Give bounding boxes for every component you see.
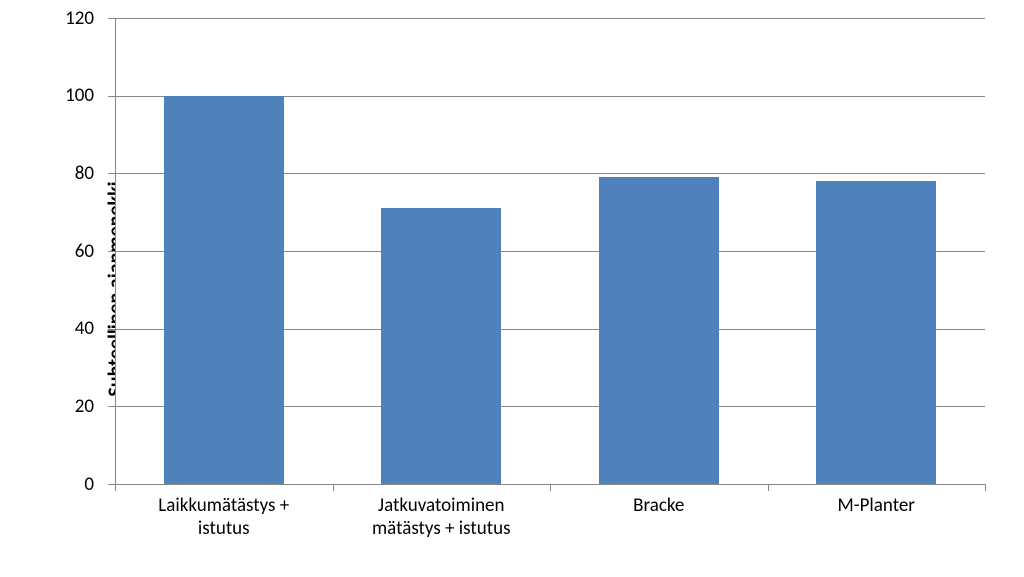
plot-area: 020406080100120Laikkumätästys +istutusJa… [115, 18, 985, 484]
y-tick-label: 40 [44, 317, 94, 340]
bar [164, 96, 284, 484]
bar [381, 208, 501, 484]
bar-chart: Suhteellinen ajanmenekki 020406080100120… [0, 0, 1024, 577]
x-tick-label-line2: mätästys + istutus [333, 517, 551, 540]
x-tick-label-line1: Jatkuvatoiminen [333, 494, 551, 517]
y-tick-label: 20 [44, 395, 94, 418]
bar [816, 181, 936, 484]
y-tick-label: 60 [44, 240, 94, 263]
x-tick [115, 484, 116, 491]
y-tick [108, 406, 115, 407]
x-tick-label: Jatkuvatoiminenmätästys + istutus [333, 494, 551, 540]
x-tick-label-line1: Bracke [550, 494, 768, 517]
y-tick-label: 100 [44, 84, 94, 107]
y-tick-label: 120 [44, 7, 94, 30]
x-tick [333, 484, 334, 491]
y-tick [108, 96, 115, 97]
x-tick-label-line1: M-Planter [768, 494, 986, 517]
y-tick [108, 251, 115, 252]
x-tick-label: M-Planter [768, 494, 986, 517]
x-tick-label-line2: istutus [115, 517, 333, 540]
x-tick-label-line1: Laikkumätästys + [115, 494, 333, 517]
y-tick-label: 80 [44, 162, 94, 185]
y-tick [108, 484, 115, 485]
gridline [115, 18, 985, 19]
y-tick [108, 18, 115, 19]
y-tick [108, 173, 115, 174]
x-tick [550, 484, 551, 491]
y-axis-line [115, 18, 116, 484]
y-tick-label: 0 [44, 473, 94, 496]
x-tick-label: Laikkumätästys +istutus [115, 494, 333, 540]
x-tick-label: Bracke [550, 494, 768, 517]
x-tick [985, 484, 986, 491]
x-tick [768, 484, 769, 491]
y-tick [108, 329, 115, 330]
bar [599, 177, 719, 484]
